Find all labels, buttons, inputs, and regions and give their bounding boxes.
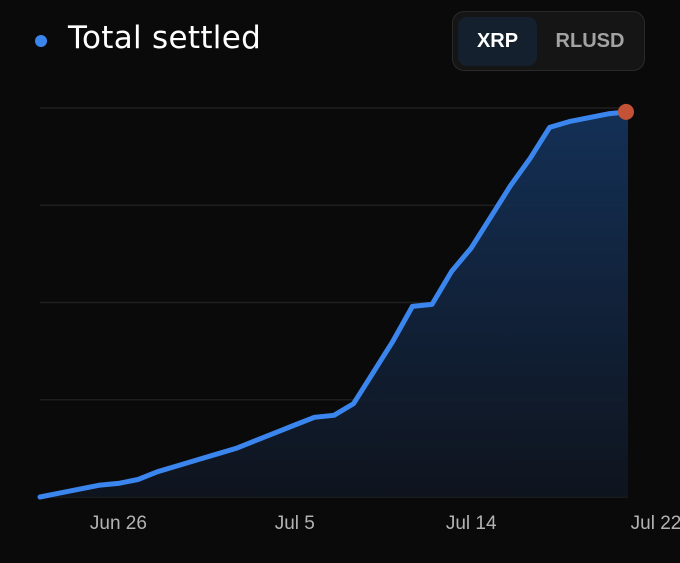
series-line [37, 109, 631, 500]
x-tick-label: Jul 14 [446, 513, 497, 534]
legend-dot [35, 35, 47, 47]
x-tick-label: Jun 26 [90, 513, 147, 534]
x-tick-label: Jul 22 [631, 513, 680, 534]
rlusd-toggle-button[interactable]: RLUSD [555, 30, 625, 52]
end-marker [618, 103, 634, 120]
chart-title: Total settled [68, 20, 262, 56]
area-fill [40, 111, 628, 498]
xrp-toggle-button[interactable]: XRP [458, 17, 537, 66]
x-axis-ticks: Jun 26 Jul 5 Jul 14 Jul 22 [90, 513, 680, 534]
x-tick-label: Jul 5 [275, 513, 315, 534]
currency-toggle: XRP RLUSD [452, 11, 645, 71]
